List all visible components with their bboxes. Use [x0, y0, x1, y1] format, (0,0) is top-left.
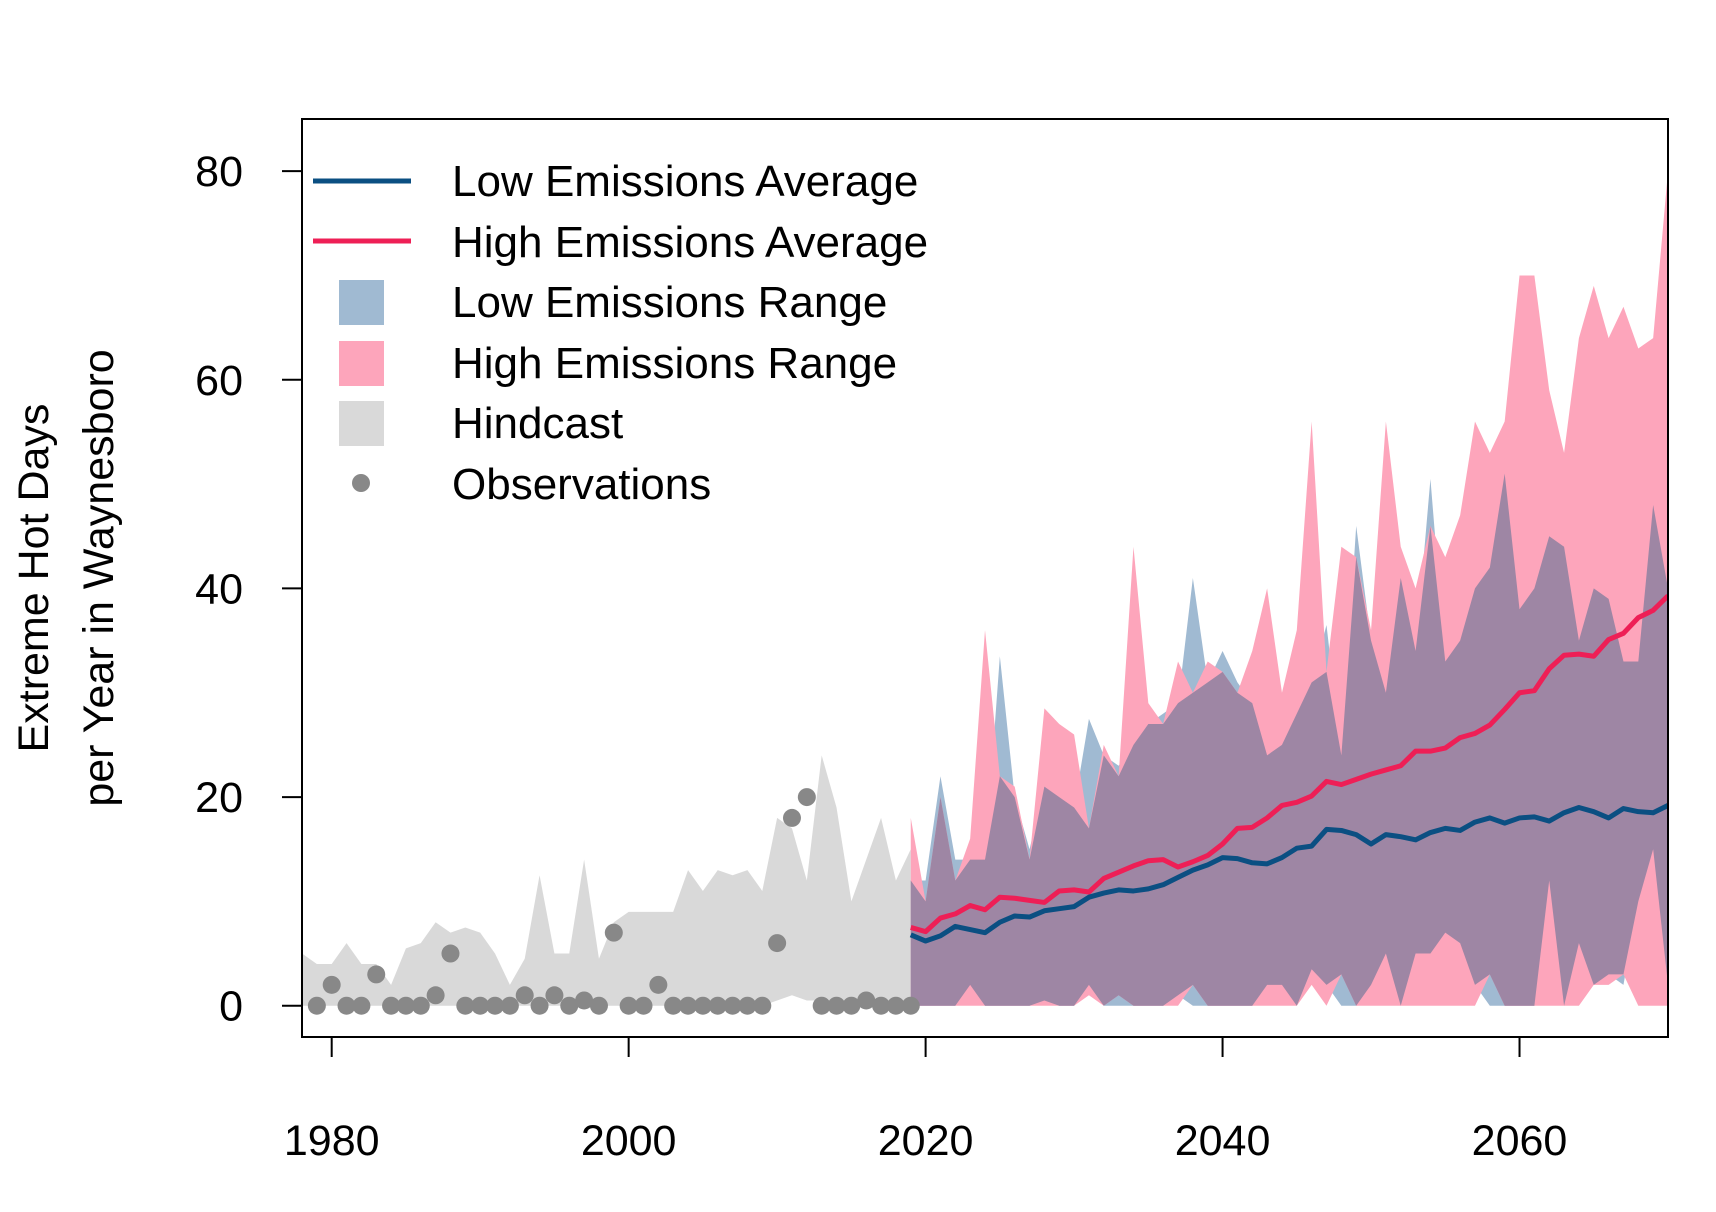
- range-overlap-area: [910, 473, 1668, 1006]
- legend: Low Emissions Average High Emissions Ave…: [313, 157, 928, 509]
- observation-point: [723, 996, 742, 1015]
- observation-point: [679, 996, 698, 1015]
- observation-point: [768, 934, 787, 953]
- legend-swatch-low-range: [339, 280, 384, 325]
- observation-point: [604, 923, 623, 942]
- observation-point: [901, 996, 920, 1015]
- observation-point: [782, 808, 801, 827]
- legend-label-high-avg: High Emissions Average: [452, 218, 928, 267]
- x-tick-label: 2060: [1472, 1117, 1568, 1165]
- observation-point: [426, 986, 445, 1005]
- observation-point: [456, 996, 475, 1015]
- observation-point: [575, 991, 594, 1010]
- low-emissions-average-line: [909, 803, 1668, 944]
- observation-point: [352, 996, 371, 1015]
- observation-point: [649, 975, 668, 994]
- observation-point: [693, 996, 712, 1015]
- observation-point: [664, 996, 683, 1015]
- observation-point: [530, 996, 549, 1015]
- y-tick-label: 40: [195, 565, 243, 613]
- y-axis-label-line1: Extreme Hot Days: [10, 404, 58, 753]
- observation-point: [411, 996, 430, 1015]
- legend-label-low-range: Low Emissions Range: [452, 278, 887, 327]
- x-tick-label: 2020: [878, 1117, 974, 1165]
- observation-point: [322, 975, 341, 994]
- x-tick-label: 2040: [1175, 1117, 1271, 1165]
- legend-swatch-high-range: [339, 341, 384, 386]
- legend-label-hindcast: Hindcast: [452, 399, 623, 448]
- legend-label-low-avg: Low Emissions Average: [452, 157, 918, 206]
- observation-point: [441, 944, 460, 963]
- observation-point: [500, 996, 519, 1015]
- observation-point: [396, 996, 415, 1015]
- x-axis: 1980 2000 2020 2040 2060: [284, 1037, 1567, 1165]
- y-axis: 0 20 40 60 80: [195, 148, 302, 1031]
- legend-swatch-observations: [352, 474, 370, 492]
- high-emissions-average-line: [910, 593, 1668, 935]
- x-tick-label: 2000: [581, 1117, 677, 1165]
- observation-point: [515, 986, 534, 1005]
- observation-point: [337, 996, 356, 1015]
- observation-point: [382, 996, 401, 1015]
- observation-point: [486, 996, 505, 1015]
- observation-point: [797, 788, 816, 807]
- observation-point: [708, 996, 727, 1015]
- observation-point: [872, 996, 891, 1015]
- legend-swatch-hindcast: [339, 401, 384, 446]
- observations-series: [307, 788, 920, 1015]
- y-axis-label-line2: per Year in Waynesboro: [75, 349, 123, 806]
- observation-point: [560, 996, 579, 1015]
- observation-point: [753, 996, 772, 1015]
- observation-point: [886, 996, 905, 1015]
- legend-label-observations: Observations: [452, 460, 711, 509]
- y-tick-label: 60: [195, 357, 243, 405]
- x-tick-label: 1980: [284, 1117, 380, 1165]
- observation-point: [471, 996, 490, 1015]
- plot-frame: [301, 118, 1669, 1038]
- y-tick-label: 80: [195, 148, 243, 196]
- observation-point: [857, 991, 876, 1010]
- observation-point: [812, 996, 831, 1015]
- observation-point: [545, 986, 564, 1005]
- observation-point: [827, 996, 846, 1015]
- hindcast-range-area: [302, 755, 911, 1006]
- legend-label-high-range: High Emissions Range: [452, 339, 897, 388]
- observation-point: [367, 965, 386, 984]
- y-tick-label: 20: [195, 774, 243, 822]
- y-tick-label: 0: [219, 983, 243, 1031]
- plot-data: [302, 171, 1668, 1015]
- observation-point: [842, 996, 861, 1015]
- observation-point: [589, 996, 608, 1015]
- observation-point: [634, 996, 653, 1015]
- observation-point: [738, 996, 757, 1015]
- observation-point: [307, 996, 326, 1015]
- observation-point: [619, 996, 638, 1015]
